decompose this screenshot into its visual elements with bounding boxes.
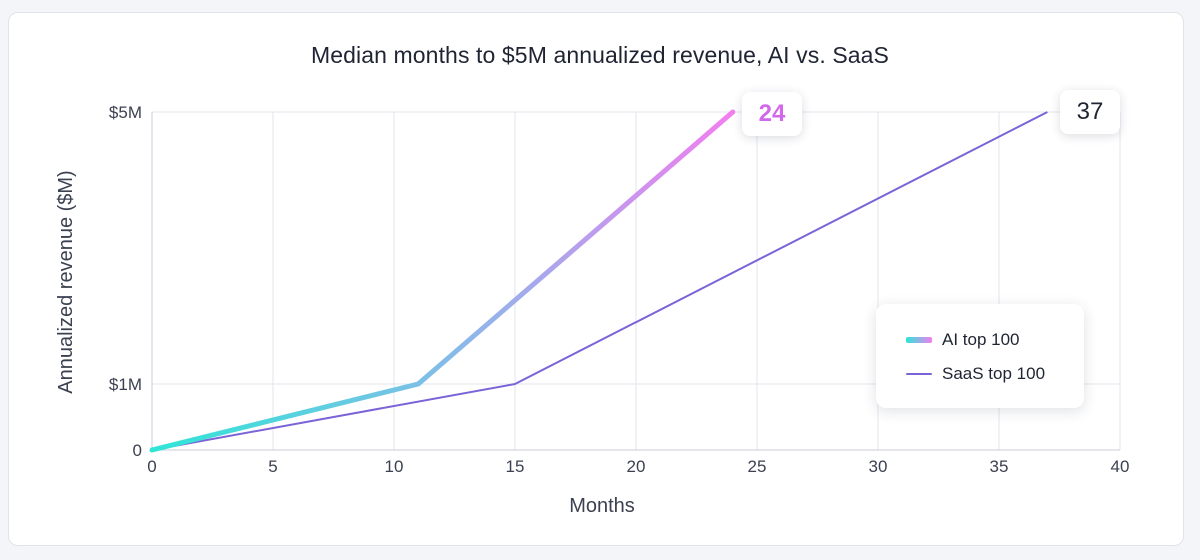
axis-layer: 0 5 10 15 20 25 30 35 40 0 $1M $5M — [109, 103, 1130, 476]
ai-end-value: 24 — [758, 100, 786, 127]
series-layer — [149, 109, 1048, 453]
y-tick-label-1: $1M — [109, 375, 142, 394]
legend-swatch-ai — [906, 337, 932, 343]
chart-card — [8, 12, 1184, 546]
series-line-ai — [149, 109, 736, 453]
saas-end-value-callout: 37 — [1060, 90, 1120, 134]
x-tick-label-20: 20 — [627, 457, 646, 476]
x-tick-label-5: 5 — [268, 457, 277, 476]
chart-legend: AI top 100 SaaS top 100 — [876, 304, 1084, 408]
chart-title: Median months to $5M annualized revenue,… — [311, 42, 889, 68]
x-tick-label-25: 25 — [748, 457, 767, 476]
x-tick-label-30: 30 — [869, 457, 888, 476]
y-tick-label-5: $5M — [109, 103, 142, 122]
x-tick-label-35: 35 — [990, 457, 1009, 476]
x-tick-label-0: 0 — [147, 457, 156, 476]
x-tick-label-15: 15 — [506, 457, 525, 476]
legend-label-saas: SaaS top 100 — [942, 364, 1046, 383]
y-axis-label: Annualized revenue ($M) — [55, 170, 77, 393]
y-tick-label-0: 0 — [133, 441, 142, 460]
ai-end-value-callout: 24 — [742, 92, 802, 136]
x-axis-label: Months — [569, 495, 635, 517]
x-tick-label-40: 40 — [1111, 457, 1130, 476]
legend-item-saas: SaaS top 100 — [906, 364, 1045, 384]
x-tick-label-10: 10 — [385, 457, 404, 476]
legend-label-ai: AI top 100 — [942, 330, 1020, 349]
saas-end-value: 37 — [1076, 98, 1104, 125]
legend-swatch-saas — [906, 373, 932, 375]
legend-item-ai: AI top 100 — [906, 330, 1020, 350]
